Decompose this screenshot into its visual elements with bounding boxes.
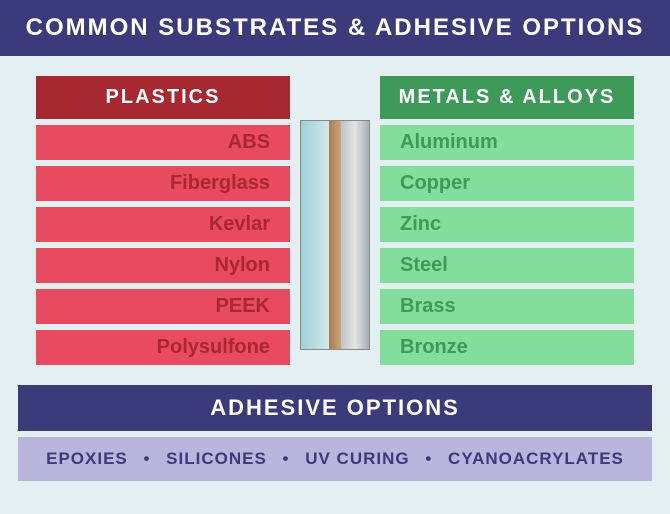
list-item: Polysulfone: [36, 330, 290, 365]
list-item: Zinc: [380, 207, 634, 242]
separator-dot: •: [425, 449, 432, 468]
metals-header: METALS & ALLOYS: [380, 76, 634, 119]
joint-layer-right: [341, 121, 369, 349]
adhesive-header: ADHESIVE OPTIONS: [18, 385, 652, 431]
plastics-column: PLASTICS ABS Fiberglass Kevlar Nylon PEE…: [36, 76, 290, 365]
separator-dot: •: [283, 449, 290, 468]
adhesive-option: SILICONES: [166, 449, 267, 468]
list-item: PEEK: [36, 289, 290, 324]
page-title: COMMON SUBSTRATES & ADHESIVE OPTIONS: [0, 0, 670, 56]
list-item: Steel: [380, 248, 634, 283]
list-item: Aluminum: [380, 125, 634, 160]
list-item: Kevlar: [36, 207, 290, 242]
adhesive-options-list: EPOXIES • SILICONES • UV CURING • CYANOA…: [18, 437, 652, 481]
separator-dot: •: [143, 449, 150, 468]
metals-column: METALS & ALLOYS Aluminum Copper Zinc Ste…: [380, 76, 634, 365]
joint-layer-adhesive: [329, 121, 340, 349]
list-item: ABS: [36, 125, 290, 160]
adhesive-option: EPOXIES: [46, 449, 128, 468]
joint-layer-left: [301, 121, 329, 349]
list-item: Copper: [380, 166, 634, 201]
list-item: Bronze: [380, 330, 634, 365]
list-item: Nylon: [36, 248, 290, 283]
plastics-header: PLASTICS: [36, 76, 290, 119]
substrate-joint-graphic: [290, 76, 380, 365]
list-item: Brass: [380, 289, 634, 324]
adhesive-option: UV CURING: [305, 449, 409, 468]
adhesive-section: ADHESIVE OPTIONS EPOXIES • SILICONES • U…: [18, 385, 652, 481]
substrates-panel: PLASTICS ABS Fiberglass Kevlar Nylon PEE…: [0, 56, 670, 365]
joint-cross-section: [300, 120, 370, 350]
list-item: Fiberglass: [36, 166, 290, 201]
adhesive-option: CYANOACRYLATES: [448, 449, 624, 468]
